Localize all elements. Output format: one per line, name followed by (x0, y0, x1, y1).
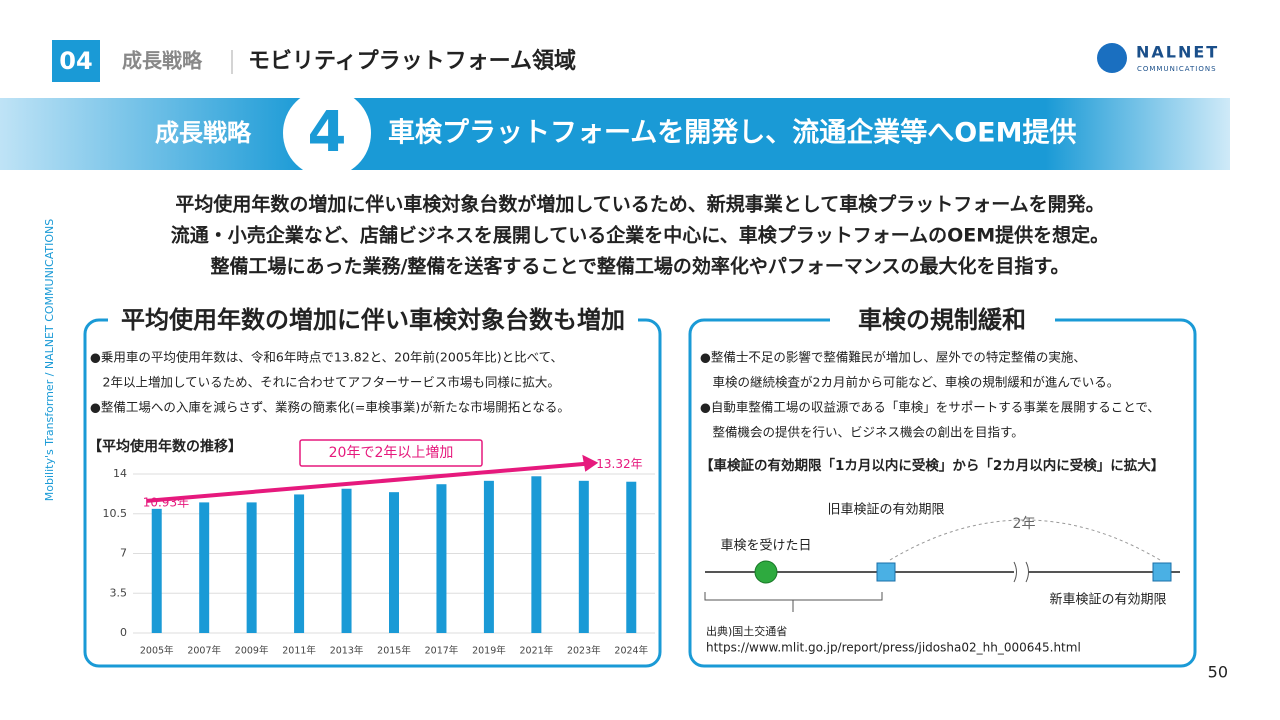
new-expiry-box (1152, 562, 1172, 582)
annotation: 20年で2年以上増加 (329, 445, 454, 461)
bar (483, 480, 494, 633)
intro: 流通・小売企業など、店舗ビジネスを展開している企業を中心に、車検プラットフォーム… (171, 224, 1109, 247)
break (1013, 561, 1029, 583)
title-mask (830, 305, 1055, 335)
x-tick-label: 2009年 (235, 645, 269, 657)
logo-mark (1097, 43, 1127, 73)
arrow-head (582, 454, 599, 472)
x-tick-label: 2015年 (377, 645, 411, 657)
bullet: ●乗用車の平均使用年数は、令和6年時点で13.82と、20年前(2005年比)と… (90, 350, 563, 365)
diagram-label: 2年 (1013, 516, 1036, 532)
bar (294, 494, 305, 633)
intro: 整備工場にあった業務/整備を送客することで整備工場の効率化やパフォーマンスの最大… (210, 255, 1069, 278)
banner-label: 成長戦略 (155, 119, 252, 147)
bar (436, 484, 447, 633)
right-panel (688, 318, 1197, 668)
section-number: 04 (59, 47, 92, 75)
number-box (52, 40, 100, 82)
section: 成長戦略 (122, 49, 203, 73)
panel-title: 車検の規制緩和 (858, 306, 1026, 334)
x-tick-label: 2019年 (472, 645, 506, 657)
bar (199, 502, 210, 633)
inspection-dot (754, 560, 778, 584)
x-tick-label: 2023年 (567, 645, 601, 657)
diagram-label: 旧車検証の有効期限 (827, 503, 944, 518)
intro: 平均使用年数の増加に伴い車検対象台数が増加しているため、新規事業として車検プラッ… (175, 193, 1104, 216)
x-tick-label: 2024年 (614, 645, 648, 657)
title-mask (108, 305, 638, 335)
bullet: ●自動車整備工場の収益源である「車検」をサポートする事業を展開することで、 (700, 400, 1160, 415)
logo-sub: COMMUNICATIONS (1137, 65, 1217, 73)
y-tick-label: 0 (120, 626, 127, 639)
x-tick-label: 2013年 (330, 645, 364, 657)
bullet: ●整備士不足の影響で整備難民が増加し、屋外での特定整備の実施、 (700, 350, 1086, 365)
bar (341, 488, 352, 633)
panel-title: 平均使用年数の増加に伴い車検対象台数も増加 (121, 306, 625, 334)
y-tick-label: 3.5 (110, 586, 128, 599)
value-label: 10.93年 (143, 495, 189, 509)
x-tick-label: 2007年 (187, 645, 221, 657)
x-tick-label: 2011年 (282, 645, 316, 657)
side-text: Mobility's Transformer / NALNET COMMUNIC… (43, 219, 56, 501)
logo-name: NALNET (1136, 43, 1219, 62)
x-tick-label: 2017年 (425, 645, 459, 657)
subheading: 【車検証の有効期限「1カ月以内に受検」から「2カ月以内に受検」に拡大】 (700, 457, 1164, 474)
banner-circle (283, 89, 371, 177)
banner-title: 車検プラットフォームを開発し、流通企業等へOEM提供 (388, 117, 1076, 149)
page-number: 50 (1208, 663, 1228, 682)
chart: 0 3.5 7 10.5 14 2005年 2007年 2009年 2011年 2013年 2015… (103, 439, 655, 657)
bar (626, 481, 637, 633)
bullet: 2年以上増加しているため、それに合わせてアフターサービス市場も同様に拡大。 (90, 375, 560, 390)
header-title: モビリティプラットフォーム領域 (248, 48, 576, 74)
x-tick-label: 2005年 (140, 645, 174, 657)
value-label: 13.32年 (596, 457, 642, 471)
bullet: 整備機会の提供を行い、ビジネス機会の創出を目指す。 (700, 425, 1024, 440)
y-tick-label: 10.5 (103, 507, 128, 520)
y-tick-label: 7 (120, 547, 127, 560)
bar (151, 508, 162, 633)
old-expiry-box (876, 562, 896, 582)
bar (578, 480, 589, 633)
banner-number: 4 (308, 100, 347, 165)
diagram-label: 車検を受けた日 (720, 539, 811, 554)
bullet: ●整備工場への入庫を減らさず、業務の簡素化(=車検事業)が新たな市場開拓となる。 (90, 400, 570, 415)
trend-arrow (146, 461, 587, 503)
source: https://www.mlit.go.jp/report/press/jido… (706, 641, 1081, 655)
bracket (704, 592, 883, 612)
diagram-label: 新車検証の有効期限 (1049, 592, 1166, 608)
bullet: 車検の継続検査が2カ月前から可能など、車検の規制緩和が進んでいる。 (700, 375, 1119, 390)
chart-title: 【平均使用年数の推移】 (88, 438, 242, 455)
bar (389, 492, 399, 633)
bar (531, 476, 542, 633)
annotation-box (299, 439, 483, 467)
banner (0, 98, 1230, 170)
source: 出典)国土交通省 (706, 624, 787, 638)
x-tick-label: 2021年 (520, 645, 554, 657)
bar (246, 502, 257, 633)
left-panel (83, 318, 662, 668)
y-tick-label: 14 (113, 467, 127, 480)
